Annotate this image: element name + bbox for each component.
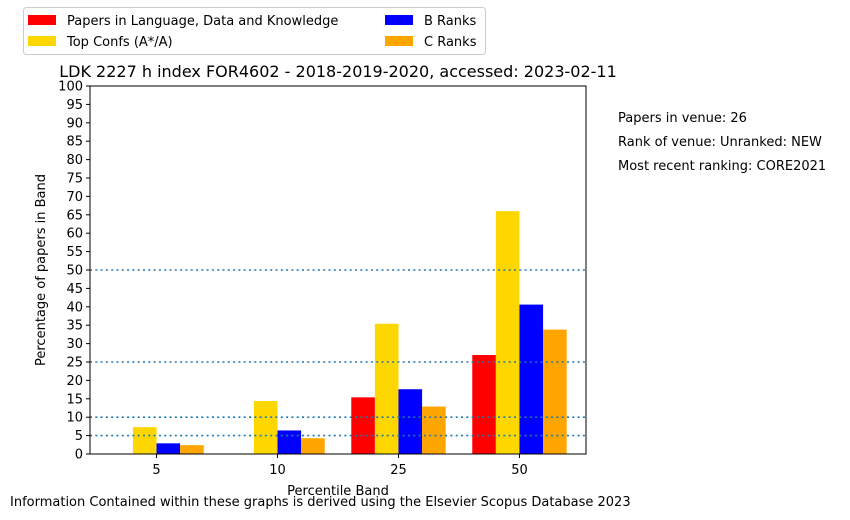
most-recent-ranking-note: Most recent ranking: CORE2021 [618, 159, 827, 174]
bar-top-confs-a-a--50 [495, 211, 520, 454]
y-tick-label: 60 [66, 227, 83, 242]
y-tick-label: 50 [66, 264, 83, 279]
legend-swatch-b-ranks [385, 15, 413, 25]
y-tick-label: 35 [66, 319, 83, 334]
y-tick-label: 5 [75, 429, 83, 444]
bar-top-confs-a-a--10 [253, 401, 278, 454]
papers-in-venue-note: Papers in venue: 26 [618, 111, 747, 126]
y-tick-label: 25 [66, 356, 83, 371]
rank-of-venue-note: Rank of venue: Unranked: NEW [618, 135, 822, 150]
legend-swatch-papers-in-language-data-and-knowledge [28, 15, 56, 25]
bar-c-ranks-10 [301, 438, 325, 454]
y-tick-label: 40 [66, 300, 83, 315]
bar-b-ranks-10 [277, 430, 302, 454]
y-tick-label: 20 [66, 374, 83, 389]
bar-c-ranks-5 [180, 445, 204, 454]
y-axis-label: Percentage of papers in Band [34, 174, 49, 366]
bar-b-ranks-25 [398, 389, 423, 454]
bar-papers-in-language-data-and-knowledge-50 [472, 355, 496, 454]
x-tick-label: 50 [511, 463, 528, 478]
data-source-footer: Information Contained within these graph… [10, 495, 631, 510]
y-tick-label: 15 [66, 392, 83, 407]
plot-area: 0 5 10 15 20 25 30 35 40 45 50 55 60 65 70 75 80 85 90 95 10… [58, 80, 587, 478]
chart-title: LDK 2227 h index FOR4602 - 2018-2019-202… [59, 62, 617, 81]
bar-b-ranks-50 [519, 304, 544, 454]
legend-label-b-ranks: B Ranks [424, 14, 477, 29]
y-tick-label: 100 [58, 80, 83, 95]
bar-b-ranks-5 [156, 443, 181, 454]
bar-top-confs-a-a--5 [132, 427, 157, 454]
y-tick-label: 30 [66, 337, 83, 352]
legend-swatch-top-confs-a-a- [28, 36, 56, 46]
x-tick-label: 5 [152, 463, 160, 478]
x-tick-label: 10 [269, 463, 286, 478]
legend-swatch-c-ranks [385, 36, 413, 46]
y-tick-label: 75 [66, 172, 83, 187]
y-tick-label: 95 [66, 98, 83, 113]
legend-frame [23, 7, 486, 55]
y-tick-label: 70 [66, 190, 83, 205]
y-tick-label: 90 [66, 116, 83, 131]
legend-label-papers-in-language-data-and-knowledge: Papers in Language, Data and Knowledge [67, 14, 338, 29]
y-tick-label: 45 [66, 282, 83, 297]
x-tick-label: 25 [390, 463, 407, 478]
legend-label-top-confs-a-a-: Top Confs (A*/A) [66, 35, 173, 50]
bar-c-ranks-25 [422, 406, 446, 454]
bar-c-ranks-50 [543, 329, 567, 454]
bar-top-confs-a-a--25 [374, 323, 399, 454]
x-axis-label: Percentile Band [287, 484, 389, 499]
bar-papers-in-language-data-and-knowledge-25 [351, 397, 375, 454]
y-tick-label: 80 [66, 153, 83, 168]
y-tick-label: 10 [66, 411, 83, 426]
y-tick-label: 55 [66, 245, 83, 260]
legend: Papers in Language, Data and Knowledge To… [23, 7, 486, 55]
y-tick-label: 85 [66, 135, 83, 150]
legend-label-c-ranks: C Ranks [424, 35, 477, 50]
y-tick-label: 0 [75, 448, 83, 463]
y-tick-label: 65 [66, 208, 83, 223]
